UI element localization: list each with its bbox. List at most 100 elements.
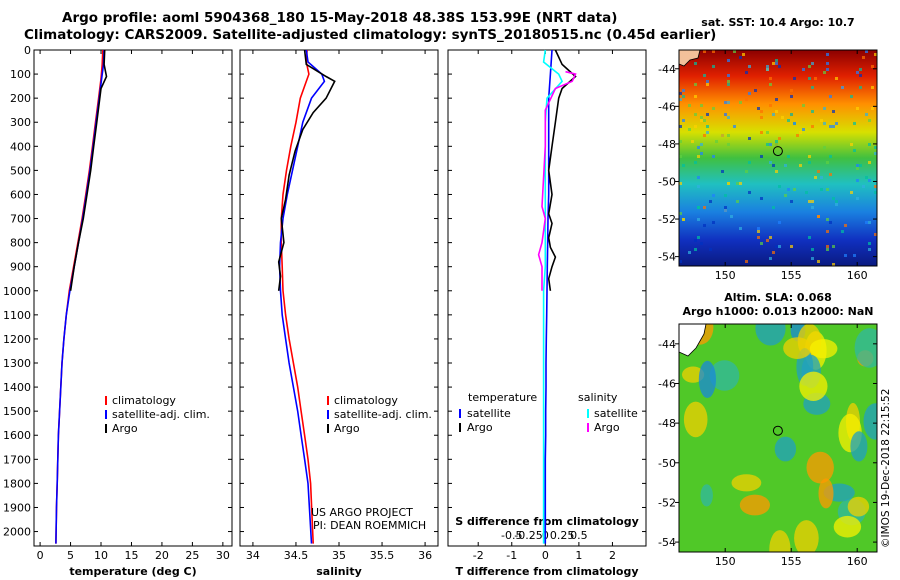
sst-pixel	[745, 170, 748, 173]
sst-pixel	[769, 236, 772, 239]
sst-pixel	[775, 62, 778, 65]
sst-pixel	[706, 83, 709, 86]
sst-pixel	[736, 182, 739, 185]
map-xtick-label: 160	[847, 555, 868, 568]
sst-pixel	[748, 191, 751, 194]
sst-pixel	[757, 227, 760, 230]
sst-pixel	[712, 221, 715, 224]
sst-pixel	[835, 122, 838, 125]
sst-pixel	[868, 179, 871, 182]
sst-pixel	[694, 125, 697, 128]
sla-anomaly-blob	[863, 403, 877, 440]
sst-pixel	[856, 164, 859, 167]
sst-pixel	[841, 86, 844, 89]
sst-pixel	[772, 113, 775, 116]
sst-pixel	[775, 140, 778, 143]
sst-pixel	[817, 215, 820, 218]
panel-salinity: 34 34.5 35 35.5 36 salinity climatologysatelli…	[239, 49, 439, 578]
sst-pixel	[706, 113, 709, 116]
ytick-label: 1000	[3, 285, 31, 298]
sst-pixel	[694, 161, 697, 164]
sst-pixel	[811, 110, 814, 113]
sst-pixel	[865, 176, 868, 179]
sst-pixel	[868, 221, 871, 224]
ytick-label: 1200	[3, 333, 31, 346]
sst-pixel	[811, 86, 814, 89]
sst-pixel	[703, 206, 706, 209]
sst-pixel	[697, 218, 700, 221]
sst-pixel	[739, 56, 742, 59]
sst-pixel	[727, 116, 730, 119]
sst-pixel	[724, 206, 727, 209]
sst-pixel	[679, 98, 682, 101]
sst-pixel	[808, 236, 811, 239]
sst-pixel	[823, 71, 826, 74]
sst-pixel	[826, 218, 829, 221]
sst-pixel	[733, 50, 736, 53]
sla-anomaly-blob	[799, 371, 828, 401]
series-salinity-satellite-adj-clim-	[278, 49, 326, 544]
sst-pixel	[757, 230, 760, 233]
map-ytick-label: -54	[658, 536, 676, 549]
sst-pixel	[808, 65, 811, 68]
map-xtick-label: 150	[715, 555, 736, 568]
xaxis2-label: S difference from climatology	[455, 515, 639, 528]
map-ytick-label: -44	[658, 338, 676, 351]
sst-pixel	[745, 98, 748, 101]
ytick-label: 600	[10, 188, 31, 201]
map-ytick-label: -48	[658, 138, 676, 151]
sst-pixel	[727, 80, 730, 83]
sla-anomaly-blob	[698, 360, 717, 398]
panel-temperature: 0100200300400500600700800900100011001200…	[3, 44, 233, 578]
map-ytick-label: -48	[658, 417, 676, 430]
sst-pixel	[727, 59, 730, 62]
sst-pixel	[778, 221, 781, 224]
sst-pixel	[682, 95, 685, 98]
sla-anomaly-texture	[679, 324, 877, 552]
sst-pixel	[772, 62, 775, 65]
series-difference-salinity-argo	[537, 70, 577, 291]
sst-pixel	[856, 71, 859, 74]
plot-frame-temperature	[33, 49, 233, 547]
sst-pixel	[694, 62, 697, 65]
sla-anomaly-blob	[774, 436, 797, 462]
sst-pixel	[706, 125, 709, 128]
xtick-label: 2	[609, 549, 616, 562]
sla-float-marker	[772, 425, 783, 436]
xaxis-label: temperature (deg C)	[69, 565, 196, 578]
sst-pixel	[700, 104, 703, 107]
legend-label: satellite-adj. clim.	[334, 408, 432, 421]
sst-pixel	[829, 95, 832, 98]
sst-pixel	[829, 155, 832, 158]
sst-pixel	[745, 260, 748, 263]
sst-pixel	[811, 125, 814, 128]
series-salinity-climatology	[280, 49, 314, 544]
sst-pixel	[691, 140, 694, 143]
sst-pixel	[706, 80, 709, 83]
sst-pixel	[859, 86, 862, 89]
sst-pixel	[850, 143, 853, 146]
sla-map-subtitle: Argo h1000: 0.013 h2000: NaN	[682, 305, 873, 318]
sst-pixel	[727, 182, 730, 185]
xtick-label: 35	[332, 549, 346, 562]
xtick2-label: -0.5	[501, 529, 522, 542]
plot-frame-difference	[447, 49, 647, 547]
sla-anomaly-blob	[783, 337, 812, 359]
sst-pixel	[700, 119, 703, 122]
sst-pixel	[694, 248, 697, 251]
sst-pixel	[775, 59, 778, 62]
xtick-label: -2	[473, 549, 484, 562]
sst-pixel	[679, 260, 682, 263]
sst-pixel	[811, 200, 814, 203]
sst-pixel	[790, 95, 793, 98]
xtick-label: 0	[542, 549, 549, 562]
sst-pixel	[760, 131, 763, 134]
sst-pixel	[760, 116, 763, 119]
ytick-label: 400	[10, 140, 31, 153]
sst-pixel	[679, 140, 682, 143]
sst-pixel	[769, 77, 772, 80]
sst-pixel	[826, 230, 829, 233]
sst-pixel	[826, 62, 829, 65]
sst-pixel	[823, 122, 826, 125]
